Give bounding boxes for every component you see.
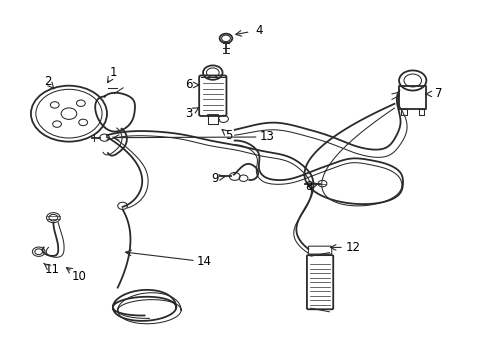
Text: 4: 4 (255, 24, 263, 37)
Text: 8: 8 (305, 180, 312, 193)
Text: 10: 10 (71, 270, 86, 283)
Text: 3: 3 (184, 107, 192, 120)
Text: 2: 2 (43, 75, 51, 88)
Text: 5: 5 (225, 129, 232, 142)
Text: 1: 1 (110, 66, 117, 79)
Text: 13: 13 (260, 130, 274, 144)
Text: 7: 7 (434, 87, 442, 100)
Text: 12: 12 (345, 241, 360, 254)
Text: 6: 6 (185, 78, 192, 91)
Text: 14: 14 (197, 255, 212, 268)
Text: 9: 9 (211, 172, 219, 185)
Text: 11: 11 (44, 263, 59, 276)
